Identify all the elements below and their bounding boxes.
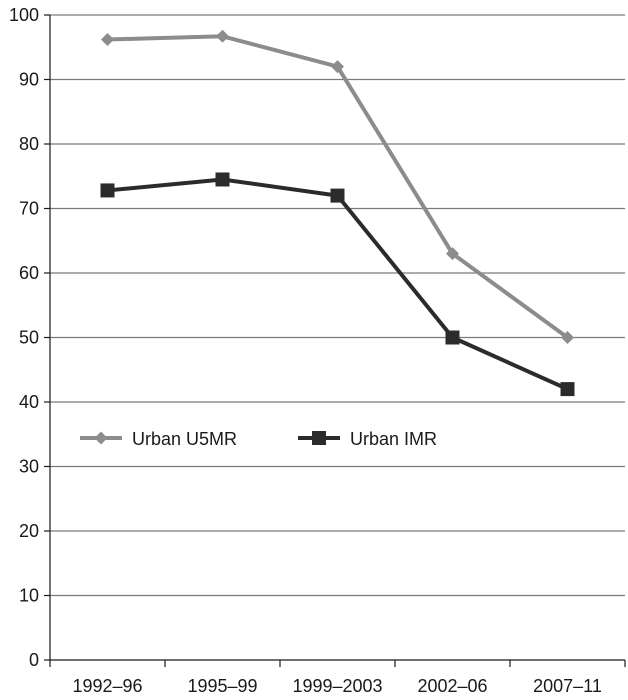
series-urban-u5mr [101,29,574,344]
y-tick-label: 50 [19,328,39,348]
y-tick-label: 40 [19,392,39,412]
y-axis-ticks: 0 10 20 30 40 50 60 70 80 90 100 [9,5,50,670]
legend-marker [94,431,108,445]
series-group [100,29,575,397]
data-point [100,183,115,198]
data-point [445,330,460,345]
legend-label: Urban IMR [350,429,437,449]
y-tick-label: 80 [19,134,39,154]
y-tick-label: 20 [19,521,39,541]
series-line [107,177,569,391]
data-point [216,29,229,43]
data-point [331,60,344,74]
x-tick-label: 1992–96 [72,676,142,696]
gridlines [50,14,625,597]
data-point [561,331,574,344]
legend-item: Urban IMR [298,429,437,449]
data-point [330,188,345,203]
y-tick-label: 0 [29,650,39,670]
y-tick-label: 70 [19,199,39,219]
x-tick-label: 2007–11 [533,676,602,696]
y-tick-label: 60 [19,263,39,283]
x-axis-ticks: 1992–96 1995–99 1999–2003 2002–06 2007–11 [49,660,626,696]
data-point [215,172,230,187]
y-tick-label: 100 [9,5,39,25]
legend-item: Urban U5MR [80,429,237,449]
legend: Urban U5MR Urban IMR [80,429,437,449]
data-point [446,247,459,261]
data-point [560,382,575,397]
legend-label: Urban U5MR [132,429,237,449]
series-urban-imr [100,172,575,397]
y-tick-label: 10 [19,586,39,606]
series-line [107,34,569,340]
x-tick-label: 1999–2003 [292,676,382,696]
x-tick-label: 2002–06 [417,676,487,696]
legend-marker [312,431,326,445]
y-tick-label: 90 [19,70,39,90]
y-tick-label: 30 [19,457,39,477]
x-tick-label: 1995–99 [187,676,257,696]
data-point [101,33,114,47]
